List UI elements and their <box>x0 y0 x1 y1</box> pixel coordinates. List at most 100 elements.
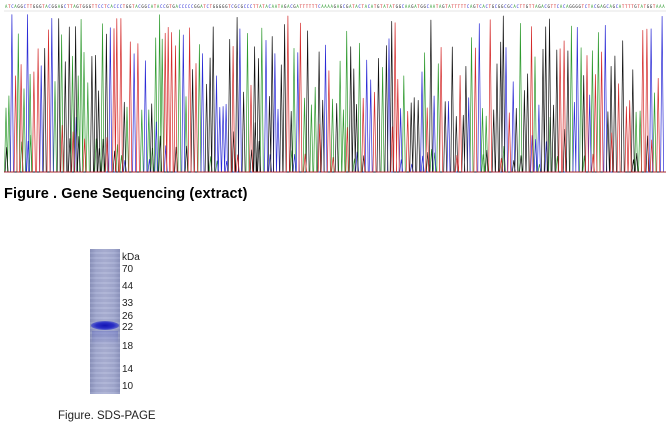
base-call-glyph: G <box>420 4 423 9</box>
base-call-glyph: T <box>582 4 585 9</box>
marker-label: 44 <box>122 281 134 292</box>
base-call-glyph: T <box>523 4 526 9</box>
base-call-glyph: A <box>324 4 327 9</box>
base-call-glyph: T <box>203 4 206 9</box>
base-call-glyph: C <box>148 4 151 9</box>
base-call-glyph: C <box>120 4 123 9</box>
base-call-glyph: T <box>380 4 383 9</box>
base-call-glyph: C <box>479 4 482 9</box>
base-call-glyph: C <box>504 4 507 9</box>
base-call-glyph: C <box>606 4 609 9</box>
base-call-glyph: C <box>101 4 104 9</box>
base-call-glyph: G <box>647 4 650 9</box>
base-call-glyph: G <box>492 4 495 9</box>
base-call-glyph: T <box>622 4 625 9</box>
base-call-glyph: C <box>318 4 321 9</box>
base-call-glyph: G <box>166 4 169 9</box>
marker-label: 22 <box>122 322 134 333</box>
base-call-glyph: G <box>55 4 58 9</box>
base-call-glyph: A <box>619 4 622 9</box>
base-call-glyph: C <box>467 4 470 9</box>
base-call-glyph: C <box>185 4 188 9</box>
base-call-glyph: T <box>79 4 82 9</box>
base-call-glyph: G <box>234 4 237 9</box>
base-call-glyph: T <box>315 4 318 9</box>
base-call-glyph: T <box>253 4 256 9</box>
base-call-glyph: C <box>563 4 566 9</box>
base-call-glyph: T <box>653 4 656 9</box>
base-call-glyph: A <box>439 4 442 9</box>
base-call-glyph: A <box>14 4 17 9</box>
base-call-glyph: C <box>11 4 14 9</box>
base-call-glyph: A <box>265 4 268 9</box>
base-call-glyph: A <box>45 4 48 9</box>
base-call-glyph: T <box>461 4 464 9</box>
base-call-glyph: C <box>244 4 247 9</box>
base-call-glyph: A <box>405 4 408 9</box>
base-call-glyph: G <box>575 4 578 9</box>
base-call-glyph: A <box>656 4 659 9</box>
trace-c <box>4 14 666 173</box>
base-call-glyph: A <box>659 4 662 9</box>
base-call-glyph: G <box>498 4 501 9</box>
base-call-glyph: C <box>269 4 272 9</box>
base-call-glyph: G <box>225 4 228 9</box>
base-call-glyph: C <box>64 4 67 9</box>
base-call-glyph: C <box>48 4 51 9</box>
base-call-glyph: C <box>98 4 101 9</box>
base-call-glyph: T <box>67 4 70 9</box>
base-call-glyph: C <box>191 4 194 9</box>
base-call-glyph: C <box>179 4 182 9</box>
base-call-glyph: A <box>135 4 138 9</box>
marker-label: 33 <box>122 298 134 309</box>
base-call-glyph: G <box>603 4 606 9</box>
base-call-glyph: T <box>464 4 467 9</box>
base-call-glyph: A <box>591 4 594 9</box>
base-call-glyph: G <box>61 4 64 9</box>
base-call-glyph: A <box>433 4 436 9</box>
base-call-glyph: T <box>42 4 45 9</box>
protein-band <box>91 321 119 330</box>
base-call-glyph: T <box>352 4 355 9</box>
base-call-glyph: A <box>259 4 262 9</box>
chromatogram-traces <box>4 14 666 173</box>
base-call-glyph: T <box>451 4 454 9</box>
base-call-glyph: G <box>650 4 653 9</box>
base-call-glyph: G <box>126 4 129 9</box>
base-call-glyph: G <box>216 4 219 9</box>
base-call-glyph: A <box>389 4 392 9</box>
base-call-glyph: T <box>70 4 73 9</box>
base-call-glyph: T <box>123 4 126 9</box>
base-call-glyph: G <box>340 4 343 9</box>
base-call-glyph: C <box>427 4 430 9</box>
base-call-glyph: T <box>303 4 306 9</box>
marker-label: 70 <box>122 264 134 275</box>
base-call-glyph: A <box>151 4 154 9</box>
base-call-glyph: G <box>613 4 616 9</box>
base-call-glyph: G <box>442 4 445 9</box>
base-call-glyph: T <box>262 4 265 9</box>
trace-t <box>4 15 666 173</box>
base-call-glyph: A <box>566 4 569 9</box>
base-call-glyph: G <box>399 4 402 9</box>
base-call-glyph: T <box>476 4 479 9</box>
base-call-glyph: A <box>560 4 563 9</box>
base-call-glyph: T <box>312 4 315 9</box>
base-call-glyph: G <box>507 4 510 9</box>
base-call-glyph: T <box>436 4 439 9</box>
base-call-glyph: G <box>76 4 79 9</box>
base-call-glyph: T <box>458 4 461 9</box>
base-call-glyph: G <box>501 4 504 9</box>
base-call-glyph: T <box>588 4 591 9</box>
base-call-glyph: T <box>256 4 259 9</box>
base-call-glyph: T <box>520 4 523 9</box>
base-call-glyph: T <box>374 4 377 9</box>
base-call-glyph: G <box>172 4 175 9</box>
base-call-glyph: G <box>241 4 244 9</box>
base-call-glyph: G <box>145 4 148 9</box>
base-call-glyph: A <box>371 4 374 9</box>
base-call-glyph: C <box>358 4 361 9</box>
base-call-glyph: A <box>610 4 613 9</box>
base-call-glyph: A <box>535 4 538 9</box>
